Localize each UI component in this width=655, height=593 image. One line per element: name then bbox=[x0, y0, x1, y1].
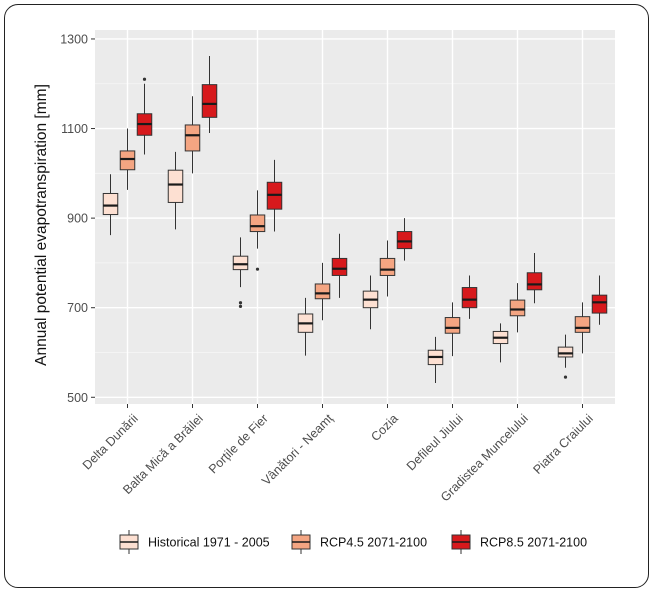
box-0-2 bbox=[232, 237, 249, 308]
box-body bbox=[574, 316, 591, 333]
box-2-0 bbox=[136, 77, 153, 155]
legend-label: Historical 1971 - 2005 bbox=[148, 536, 270, 550]
box-1-1 bbox=[184, 96, 201, 174]
legend-item-2: RCP8.5 2071-2100 bbox=[451, 530, 587, 554]
box-1-0 bbox=[119, 128, 136, 190]
box-body bbox=[249, 214, 266, 233]
legend-label: RCP4.5 2071-2100 bbox=[320, 536, 427, 550]
box-2-7 bbox=[591, 275, 608, 325]
grid-lines bbox=[95, 30, 615, 404]
y-axis: 500 700 900 1100 1300 bbox=[60, 32, 95, 405]
box-1-3 bbox=[314, 262, 331, 321]
box-0-5 bbox=[427, 336, 444, 383]
box-2-4 bbox=[396, 218, 413, 261]
legend-item-0: Historical 1971 - 2005 bbox=[119, 530, 270, 554]
legend-label: RCP8.5 2071-2100 bbox=[480, 536, 587, 550]
legend-item-1: RCP4.5 2071-2100 bbox=[291, 530, 427, 554]
box-body bbox=[444, 317, 461, 334]
box-0-0 bbox=[102, 174, 119, 236]
outlier-point bbox=[142, 77, 147, 81]
box-body bbox=[461, 287, 478, 309]
box-0-3 bbox=[297, 297, 314, 356]
box-1-5 bbox=[444, 302, 461, 357]
x-tick-label: Delta Dunării bbox=[80, 411, 141, 472]
box-2-1 bbox=[201, 55, 218, 134]
box-2-2 bbox=[266, 159, 283, 232]
x-tick-label: Piatra Craiului bbox=[530, 411, 595, 476]
x-tick-label: Porțile de Fier bbox=[206, 411, 271, 476]
box-body bbox=[119, 150, 136, 171]
x-tick-label: Cozia bbox=[368, 411, 401, 444]
box-1-6 bbox=[509, 283, 526, 333]
box-1-2 bbox=[249, 190, 266, 271]
box-body bbox=[167, 169, 184, 203]
box-1-7 bbox=[574, 302, 591, 354]
plot-panel bbox=[95, 30, 615, 404]
box-1-4 bbox=[379, 240, 396, 297]
legend: Historical 1971 - 2005 RCP4.5 2071-2100 RC… bbox=[119, 530, 587, 554]
box-body bbox=[331, 257, 348, 276]
x-tick-label: Vânători - Neamț bbox=[259, 411, 336, 488]
x-tick-label: Defileul Jiului bbox=[404, 411, 466, 473]
y-tick-label: 1100 bbox=[61, 122, 88, 136]
box-body bbox=[232, 255, 249, 271]
box-body bbox=[184, 124, 201, 152]
box-2-3 bbox=[331, 233, 348, 298]
box-body bbox=[509, 299, 526, 317]
y-axis-title: Annual potential evapotranspiration [mm] bbox=[33, 84, 50, 366]
y-tick-label: 1300 bbox=[60, 32, 88, 46]
box-2-6 bbox=[526, 253, 543, 304]
box-2-5 bbox=[461, 275, 478, 319]
box-0-1 bbox=[167, 151, 184, 230]
box-0-6 bbox=[492, 323, 509, 363]
box-body bbox=[314, 283, 331, 300]
box-body bbox=[591, 294, 608, 314]
outlier-point bbox=[255, 267, 260, 271]
box-layer bbox=[102, 55, 608, 383]
y-tick-label: 500 bbox=[67, 391, 88, 405]
box-body bbox=[526, 272, 543, 291]
y-tick-label: 900 bbox=[67, 212, 88, 226]
box-body bbox=[557, 346, 574, 358]
box-body bbox=[379, 257, 396, 276]
box-body bbox=[102, 192, 119, 216]
box-0-4 bbox=[362, 275, 379, 330]
box-body bbox=[396, 231, 413, 250]
outlier-point bbox=[238, 301, 243, 305]
box-0-7 bbox=[557, 334, 574, 379]
box-body bbox=[201, 84, 218, 118]
outlier-point bbox=[238, 304, 243, 308]
y-tick-label: 700 bbox=[67, 301, 88, 315]
outlier-point bbox=[563, 375, 568, 379]
